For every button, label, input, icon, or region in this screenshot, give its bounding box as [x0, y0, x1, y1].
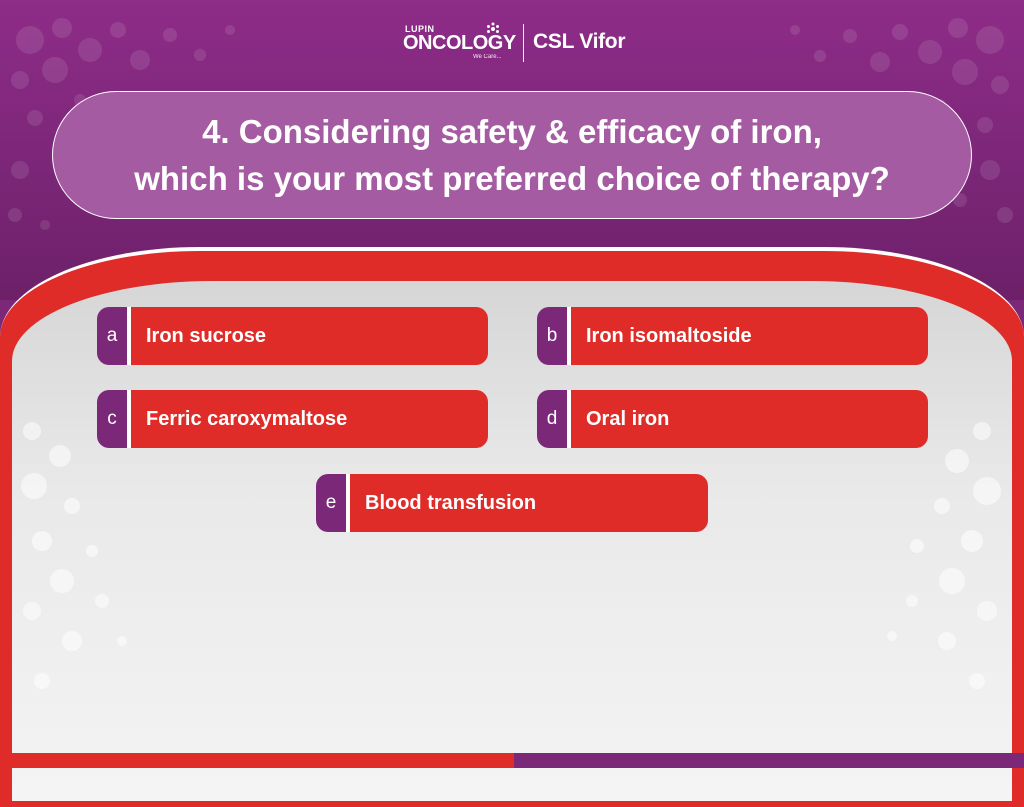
answer-panel	[12, 281, 1012, 801]
option-label: Iron sucrose	[131, 307, 488, 365]
footer-bar-red	[0, 753, 514, 768]
question-heading: 4. Considering safety & efficacy of iron…	[52, 91, 972, 219]
csl-vifor-logo: CSL Vifor	[533, 30, 626, 53]
option-label: Ferric caroxymaltose	[131, 390, 488, 448]
option-letter: b	[537, 307, 567, 365]
option-letter: e	[316, 474, 346, 532]
logo-divider	[523, 24, 524, 62]
option-c-button[interactable]: c Ferric caroxymaltose	[97, 390, 488, 448]
option-letter: a	[97, 307, 127, 365]
lupin-oncology-logo: LUPIN ONCOLOGY We Care...	[403, 22, 521, 64]
option-b-button[interactable]: b Iron isomaltoside	[537, 307, 928, 365]
option-label: Iron isomaltoside	[571, 307, 928, 365]
option-letter: d	[537, 390, 567, 448]
option-label: Blood transfusion	[350, 474, 708, 532]
option-a-button[interactable]: a Iron sucrose	[97, 307, 488, 365]
lupin-tagline: We Care...	[473, 54, 502, 60]
option-d-button[interactable]: d Oral iron	[537, 390, 928, 448]
lupin-brand-text: LUPIN	[405, 24, 435, 34]
logo-row: LUPIN ONCOLOGY We Care... CSL Vifor	[0, 22, 1024, 66]
lupin-oncology-text: ONCOLOGY	[403, 32, 516, 54]
option-letter: c	[97, 390, 127, 448]
option-e-button[interactable]: e Blood transfusion	[316, 474, 708, 532]
panel-dots	[21, 422, 1001, 689]
footer-bar-purple	[514, 753, 1024, 768]
lupin-flower-icon	[487, 22, 499, 33]
option-label: Oral iron	[571, 390, 928, 448]
